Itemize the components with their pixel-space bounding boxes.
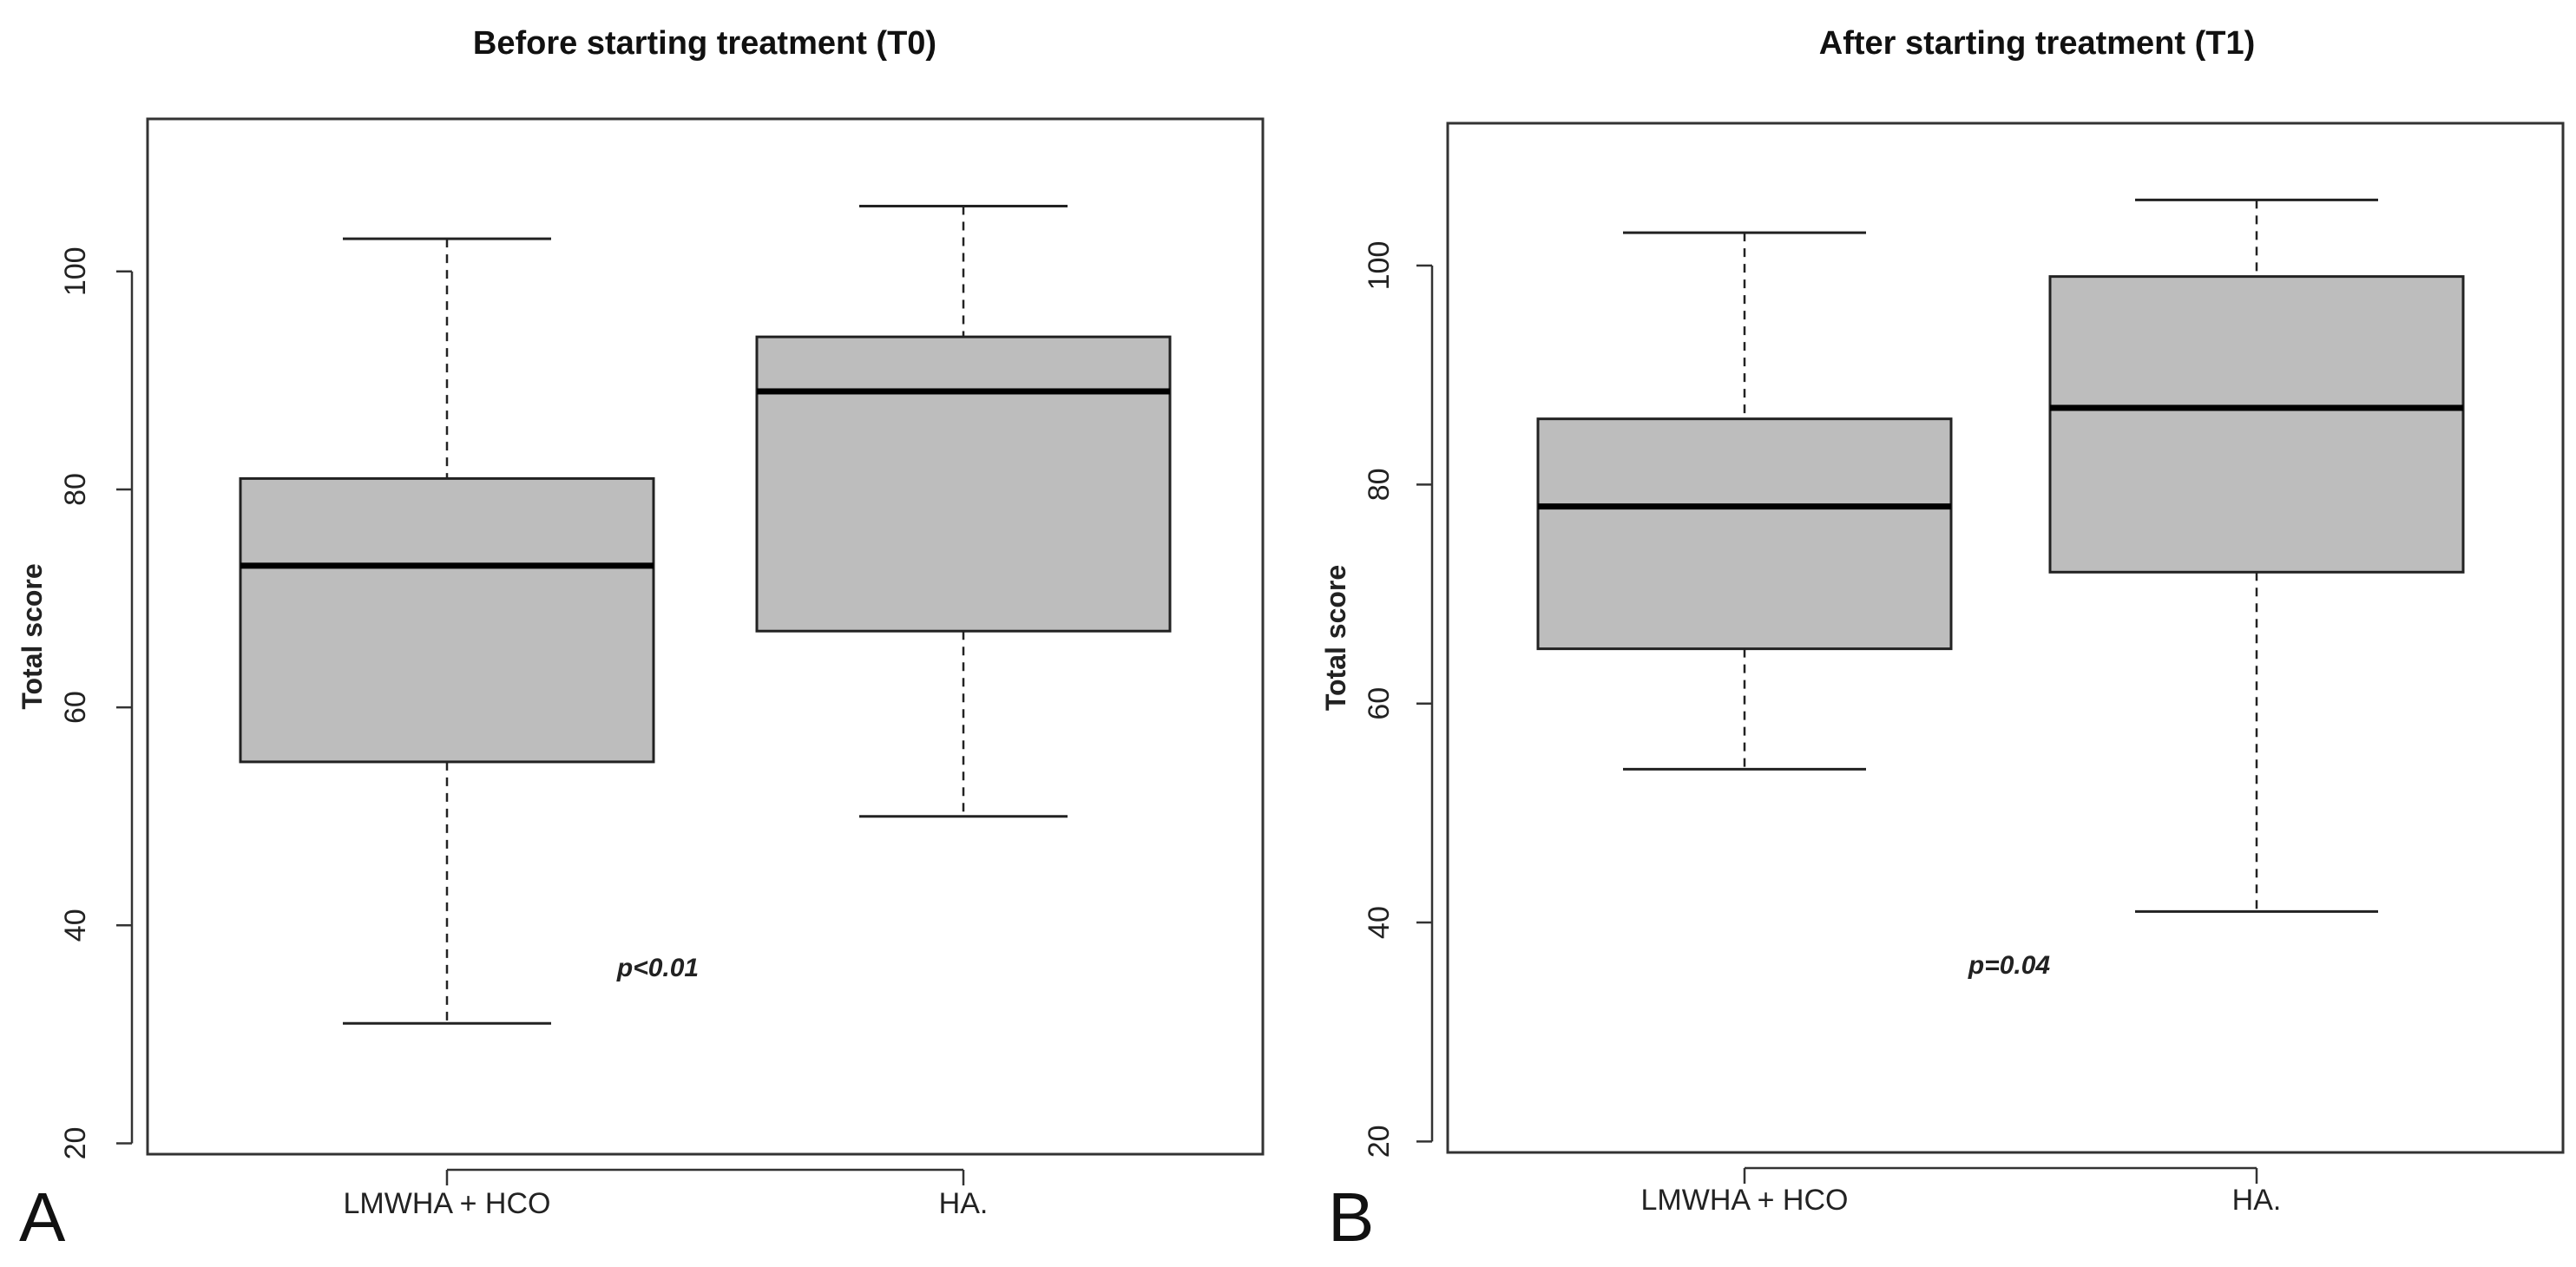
y-tick-label: 20 (1363, 1125, 1396, 1158)
y-tick-label: 40 (1363, 906, 1396, 939)
plot-frame (1446, 121, 2565, 1154)
y-axis-label: Total score (16, 563, 48, 709)
iqr-box (2048, 275, 2465, 574)
panel-letter: B (1328, 1178, 1374, 1256)
x-category-label: LMWHA + HCO (344, 1187, 551, 1220)
box-group (1536, 231, 1953, 771)
x-category-label: HA. (939, 1187, 989, 1220)
iqr-box (239, 476, 655, 764)
chart-title: Before starting treatment (T0) (473, 25, 936, 62)
y-tick-label: 60 (1363, 687, 1396, 720)
x-category-label: HA. (2232, 1184, 2282, 1217)
y-tick-label: 40 (59, 909, 92, 942)
y-tick-label: 80 (1363, 468, 1396, 501)
y-axis-label: Total score (1320, 565, 1351, 711)
chart-title: After starting treatment (T1) (1819, 25, 2256, 62)
y-tick-label: 60 (59, 691, 92, 724)
y-tick-label: 100 (1363, 241, 1396, 291)
panel-letter: A (19, 1178, 66, 1256)
y-tick-label: 20 (59, 1127, 92, 1160)
y-tick-label: 100 (59, 246, 92, 296)
iqr-box (755, 335, 1172, 633)
p-value-annotation: p<0.01 (616, 954, 699, 982)
box-group (2048, 198, 2465, 913)
panel-a: Before starting treatment (T0) A 20 40 60 80 1… (16, 25, 1265, 1256)
y-tick-label: 80 (59, 473, 92, 506)
box-group (755, 204, 1172, 818)
p-value-annotation: p=0.04 (1968, 951, 2051, 980)
plot-frame (146, 117, 1265, 1156)
x-category-label: LMWHA + HCO (1641, 1184, 1849, 1217)
box-group (239, 237, 655, 1025)
iqr-box (1536, 417, 1953, 651)
panel-b: After starting treatment (T1) B 20 40 60 80 10… (1320, 25, 2565, 1256)
